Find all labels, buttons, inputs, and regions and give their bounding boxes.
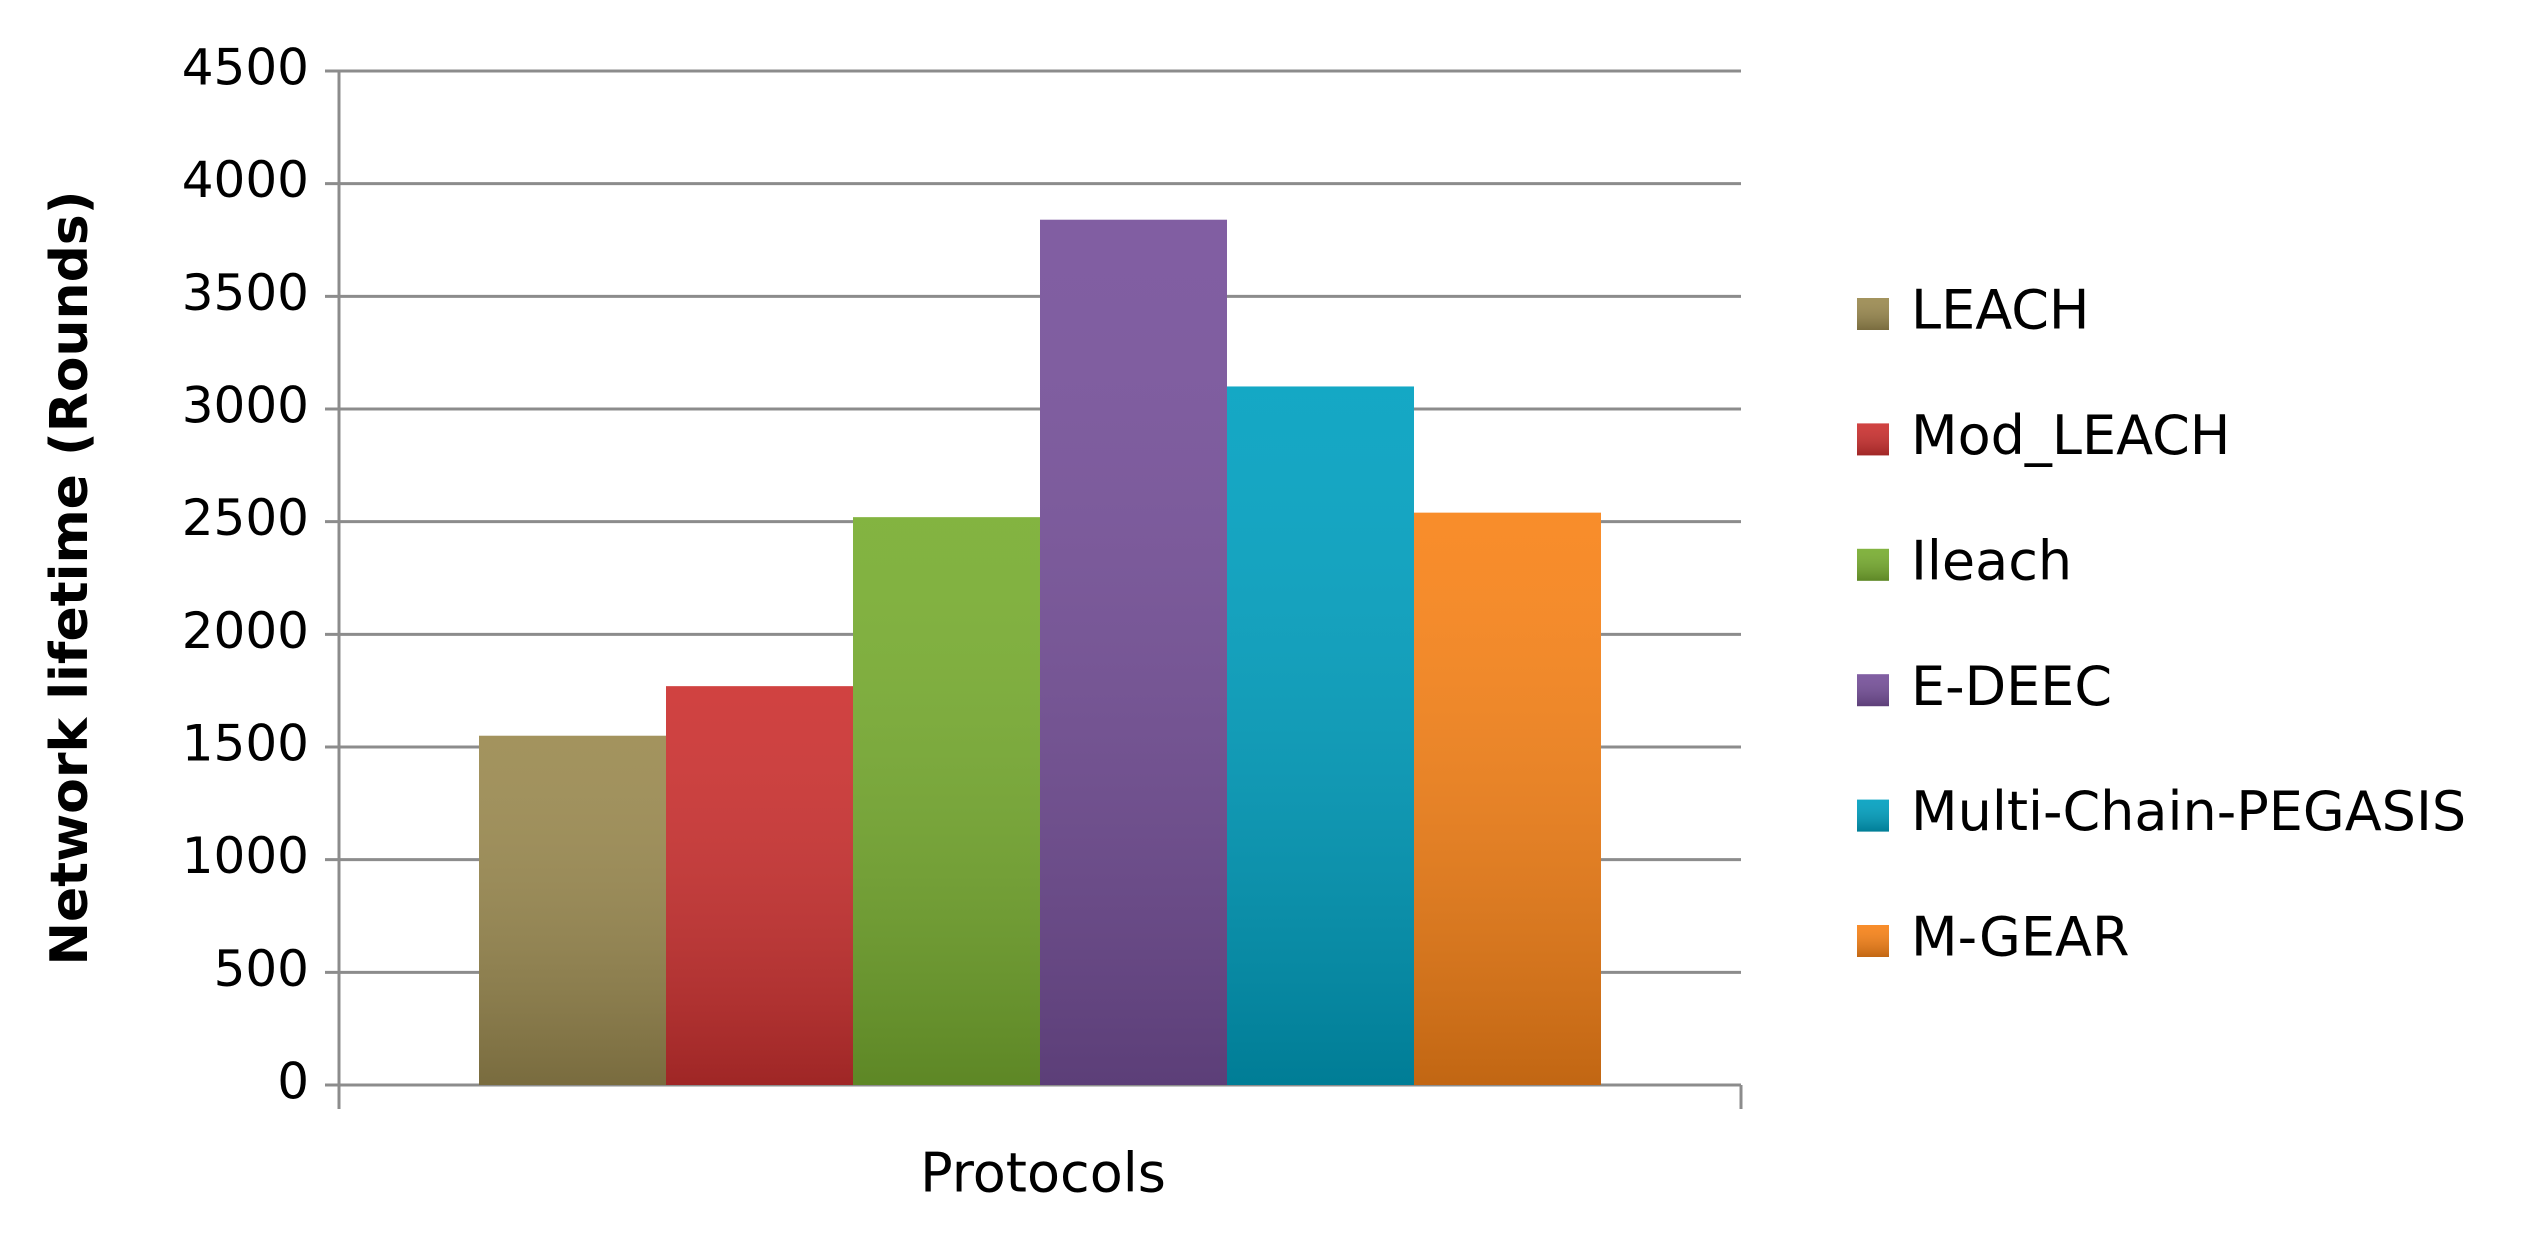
legend-swatch-shade [1857, 423, 1889, 456]
y-tick-label: 4000 [182, 151, 309, 209]
bar-shade [666, 686, 853, 1085]
legend-swatch-shade [1857, 674, 1889, 707]
legend-swatch-shade [1857, 799, 1889, 832]
y-tick-label: 2000 [182, 602, 309, 660]
y-tick-label: 4500 [182, 39, 309, 97]
y-tick-label: 1000 [182, 827, 309, 885]
legend-label: M-GEAR [1911, 906, 2129, 969]
bar-shade [853, 517, 1040, 1085]
y-tick-label: 3500 [182, 264, 309, 322]
legend-label: Mod_LEACH [1911, 404, 2230, 467]
bar-shade [1040, 219, 1227, 1086]
bar-shade [1227, 386, 1414, 1085]
legend-swatch-shade [1857, 548, 1889, 581]
legend-swatch-shade [1857, 298, 1889, 330]
y-tick-label: 3000 [182, 377, 309, 435]
bar-shade [1414, 512, 1601, 1085]
x-axis-label: Protocols [920, 1142, 1166, 1205]
y-tick-label: 0 [277, 1053, 309, 1111]
legend-swatch-shade [1857, 925, 1889, 957]
legend-label: Multi-Chain-PEGASIS [1911, 780, 2466, 843]
legend-label: Ileach [1911, 529, 2072, 592]
bar-shade [479, 735, 666, 1085]
y-tick-label: 500 [214, 940, 309, 998]
legend-label: LEACH [1911, 279, 2090, 342]
y-tick-label: 1500 [182, 715, 309, 773]
y-axis-label: Network lifetime (Rounds) [40, 190, 100, 965]
legend-label: E-DEEC [1911, 655, 2112, 718]
y-tick-label: 2500 [182, 489, 309, 547]
